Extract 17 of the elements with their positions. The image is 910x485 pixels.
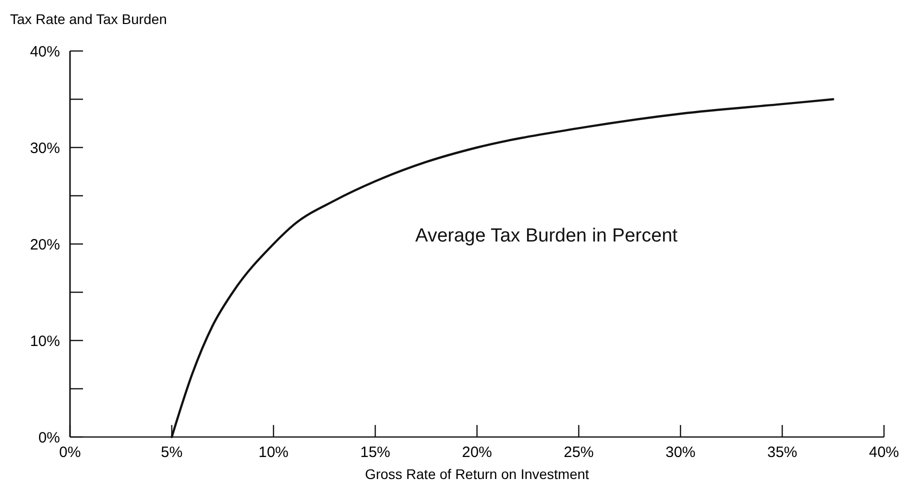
y-tick-label: 40% <box>30 43 60 60</box>
y-axis-title: Tax Rate and Tax Burden <box>10 11 167 27</box>
x-tick-label: 5% <box>160 444 183 461</box>
y-tick-label: 30% <box>30 140 60 157</box>
x-axis-title: Gross Rate of Return on Investment <box>364 466 590 482</box>
x-tick-label: 0% <box>59 444 81 461</box>
x-tick-label: 20% <box>462 444 492 461</box>
x-tick-label: 15% <box>360 444 390 461</box>
y-tick-label: 10% <box>30 332 60 350</box>
text: Average Tax Burden in Percent <box>415 225 678 246</box>
x-tick-label: 40% <box>868 444 900 461</box>
x-tick-label: 10% <box>258 444 289 461</box>
y-tick-label: 20% <box>30 236 60 254</box>
x-tick-label: 35% <box>767 444 798 461</box>
x-tick-label: 30% <box>665 444 696 461</box>
y-tick-label: 0% <box>38 429 60 446</box>
x-tick-label: 25% <box>564 444 594 461</box>
